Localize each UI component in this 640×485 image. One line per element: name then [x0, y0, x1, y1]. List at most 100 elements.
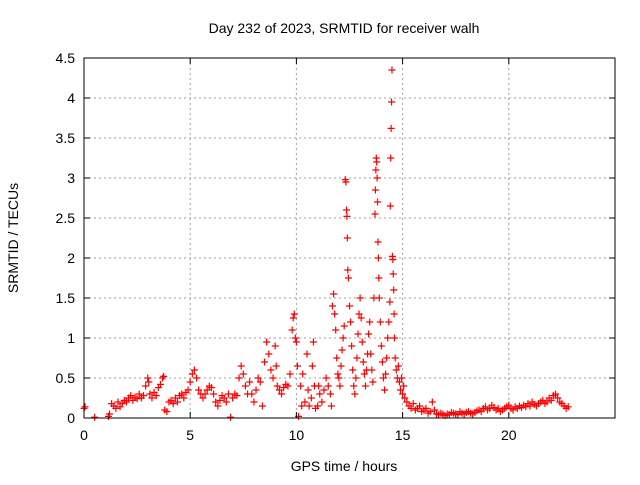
- data-point: [547, 396, 555, 404]
- data-point: [324, 382, 332, 390]
- data-point: [145, 378, 153, 386]
- grid: [84, 58, 615, 418]
- data-point: [171, 394, 179, 402]
- y-tick-label: 4: [67, 90, 75, 106]
- plot-frame: [83, 57, 616, 419]
- data-point: [564, 403, 572, 411]
- data-point: [278, 390, 286, 398]
- data-point: [391, 334, 399, 342]
- data-point: [304, 386, 312, 394]
- data-point: [333, 354, 341, 362]
- data-point: [320, 386, 328, 394]
- data-point: [368, 366, 376, 374]
- data-point: [332, 326, 340, 334]
- data-point: [315, 382, 323, 390]
- data-point: [180, 394, 188, 402]
- data-point: [337, 362, 345, 370]
- x-tick-label: 0: [80, 427, 88, 443]
- data-point: [403, 398, 411, 406]
- y-axis-label: SRMTID / TECUs: [5, 183, 21, 293]
- data-point: [273, 382, 281, 390]
- data-point: [299, 370, 307, 378]
- data-point: [144, 374, 152, 382]
- data-point: [246, 378, 254, 386]
- data-point: [81, 403, 89, 411]
- data-point: [271, 342, 279, 350]
- data-point: [391, 354, 399, 362]
- data-point: [344, 266, 352, 274]
- data-point: [416, 402, 424, 410]
- data-point: [388, 66, 396, 74]
- data-point: [256, 378, 264, 386]
- data-point: [308, 362, 316, 370]
- data-point: [229, 394, 237, 402]
- data-point: [291, 334, 299, 342]
- data-point: [318, 398, 326, 406]
- data-point: [348, 342, 356, 350]
- data-point: [352, 374, 360, 382]
- data-point: [263, 338, 271, 346]
- data-point: [409, 400, 417, 408]
- data-point: [373, 158, 381, 166]
- y-tick-label: 4.5: [56, 50, 76, 66]
- data-point: [114, 398, 122, 406]
- data-point: [160, 372, 168, 380]
- data-point: [293, 362, 301, 370]
- data-point: [354, 330, 362, 338]
- data-point: [399, 390, 407, 398]
- y-tick-label: 0.5: [56, 370, 76, 386]
- data-point: [373, 174, 381, 182]
- data-point: [193, 374, 201, 382]
- data-point: [214, 402, 222, 410]
- data-point: [301, 398, 309, 406]
- data-point: [386, 298, 394, 306]
- data-point: [395, 378, 403, 386]
- data-point: [392, 366, 400, 374]
- data-point: [365, 330, 373, 338]
- data-point: [526, 402, 534, 410]
- data-point: [375, 294, 383, 302]
- data-point: [290, 310, 298, 318]
- data-point: [338, 346, 346, 354]
- data-point: [374, 238, 382, 246]
- y-tick-label: 1.5: [56, 290, 76, 306]
- data-point: [222, 398, 230, 406]
- data-point: [286, 370, 294, 378]
- data-point: [426, 408, 434, 416]
- data-point: [122, 398, 130, 406]
- data-point: [307, 394, 315, 402]
- data-point: [359, 358, 367, 366]
- data-point: [269, 374, 277, 382]
- x-tick-label: 10: [289, 427, 305, 443]
- data-point: [267, 366, 275, 374]
- data-point: [212, 398, 220, 406]
- data-point: [388, 98, 396, 106]
- data-point: [383, 354, 391, 362]
- data-point: [369, 378, 377, 386]
- data-point: [343, 206, 351, 214]
- data-point: [343, 212, 351, 220]
- data-point: [227, 413, 235, 421]
- data-point: [199, 394, 207, 402]
- x-tick-label: 5: [186, 427, 194, 443]
- data-point: [298, 402, 306, 410]
- data-point: [241, 382, 249, 390]
- data-point: [201, 390, 209, 398]
- data-point: [250, 398, 258, 406]
- data-point: [139, 392, 147, 400]
- y-tick-label: 2.5: [56, 210, 76, 226]
- data-point: [235, 374, 243, 382]
- data-point: [135, 390, 143, 398]
- data-point: [184, 386, 192, 394]
- data-point: [398, 374, 406, 382]
- data-point: [159, 374, 167, 382]
- data-point: [389, 256, 397, 264]
- data-point: [349, 366, 357, 374]
- data-point: [343, 234, 351, 242]
- data-point: [353, 354, 361, 362]
- data-point: [220, 394, 228, 402]
- data-point: [203, 386, 211, 394]
- data-point: [173, 398, 181, 406]
